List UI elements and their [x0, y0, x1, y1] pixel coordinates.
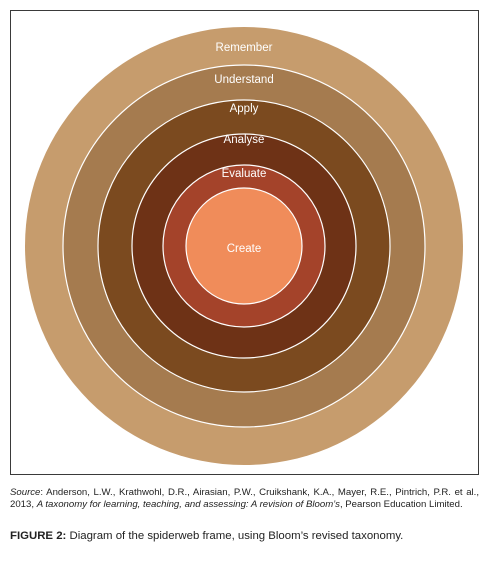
- source-note: Source: Anderson, L.W., Krathwohl, D.R.,…: [10, 487, 479, 512]
- ring-label-apply: Apply: [230, 103, 259, 115]
- figure-label: FIGURE 2:: [10, 530, 67, 542]
- ring-label-evaluate: Evaluate: [222, 168, 267, 180]
- ring-label-understand: Understand: [214, 74, 273, 86]
- source-text-1: : Anderson, L.W., Krathwohl, D.R., Airas…: [10, 487, 479, 511]
- rings-group: [25, 27, 463, 465]
- ring-label-remember: Remember: [216, 42, 273, 54]
- figure-caption: FIGURE 2: Diagram of the spiderweb frame…: [10, 530, 479, 542]
- labels-group: Remember Understand Apply Analyse Evaluate Cr…: [214, 42, 273, 255]
- source-prefix: Source: [10, 487, 41, 498]
- source-text-2: , Pearson Education Limited.: [339, 499, 463, 511]
- ring-create: [185, 187, 303, 305]
- ring-label-create: Create: [227, 243, 262, 255]
- ring-label-analyse: Analyse: [224, 134, 265, 146]
- figure-caption-text: Diagram of the spiderweb frame, using Bl…: [66, 530, 404, 542]
- figure-frame: Remember Understand Apply Analyse Evaluate Cr…: [10, 10, 479, 475]
- spiderweb-diagram: Remember Understand Apply Analyse Evaluate Cr…: [25, 27, 463, 465]
- source-title: A taxonomy for learning, teaching, and a…: [36, 499, 340, 511]
